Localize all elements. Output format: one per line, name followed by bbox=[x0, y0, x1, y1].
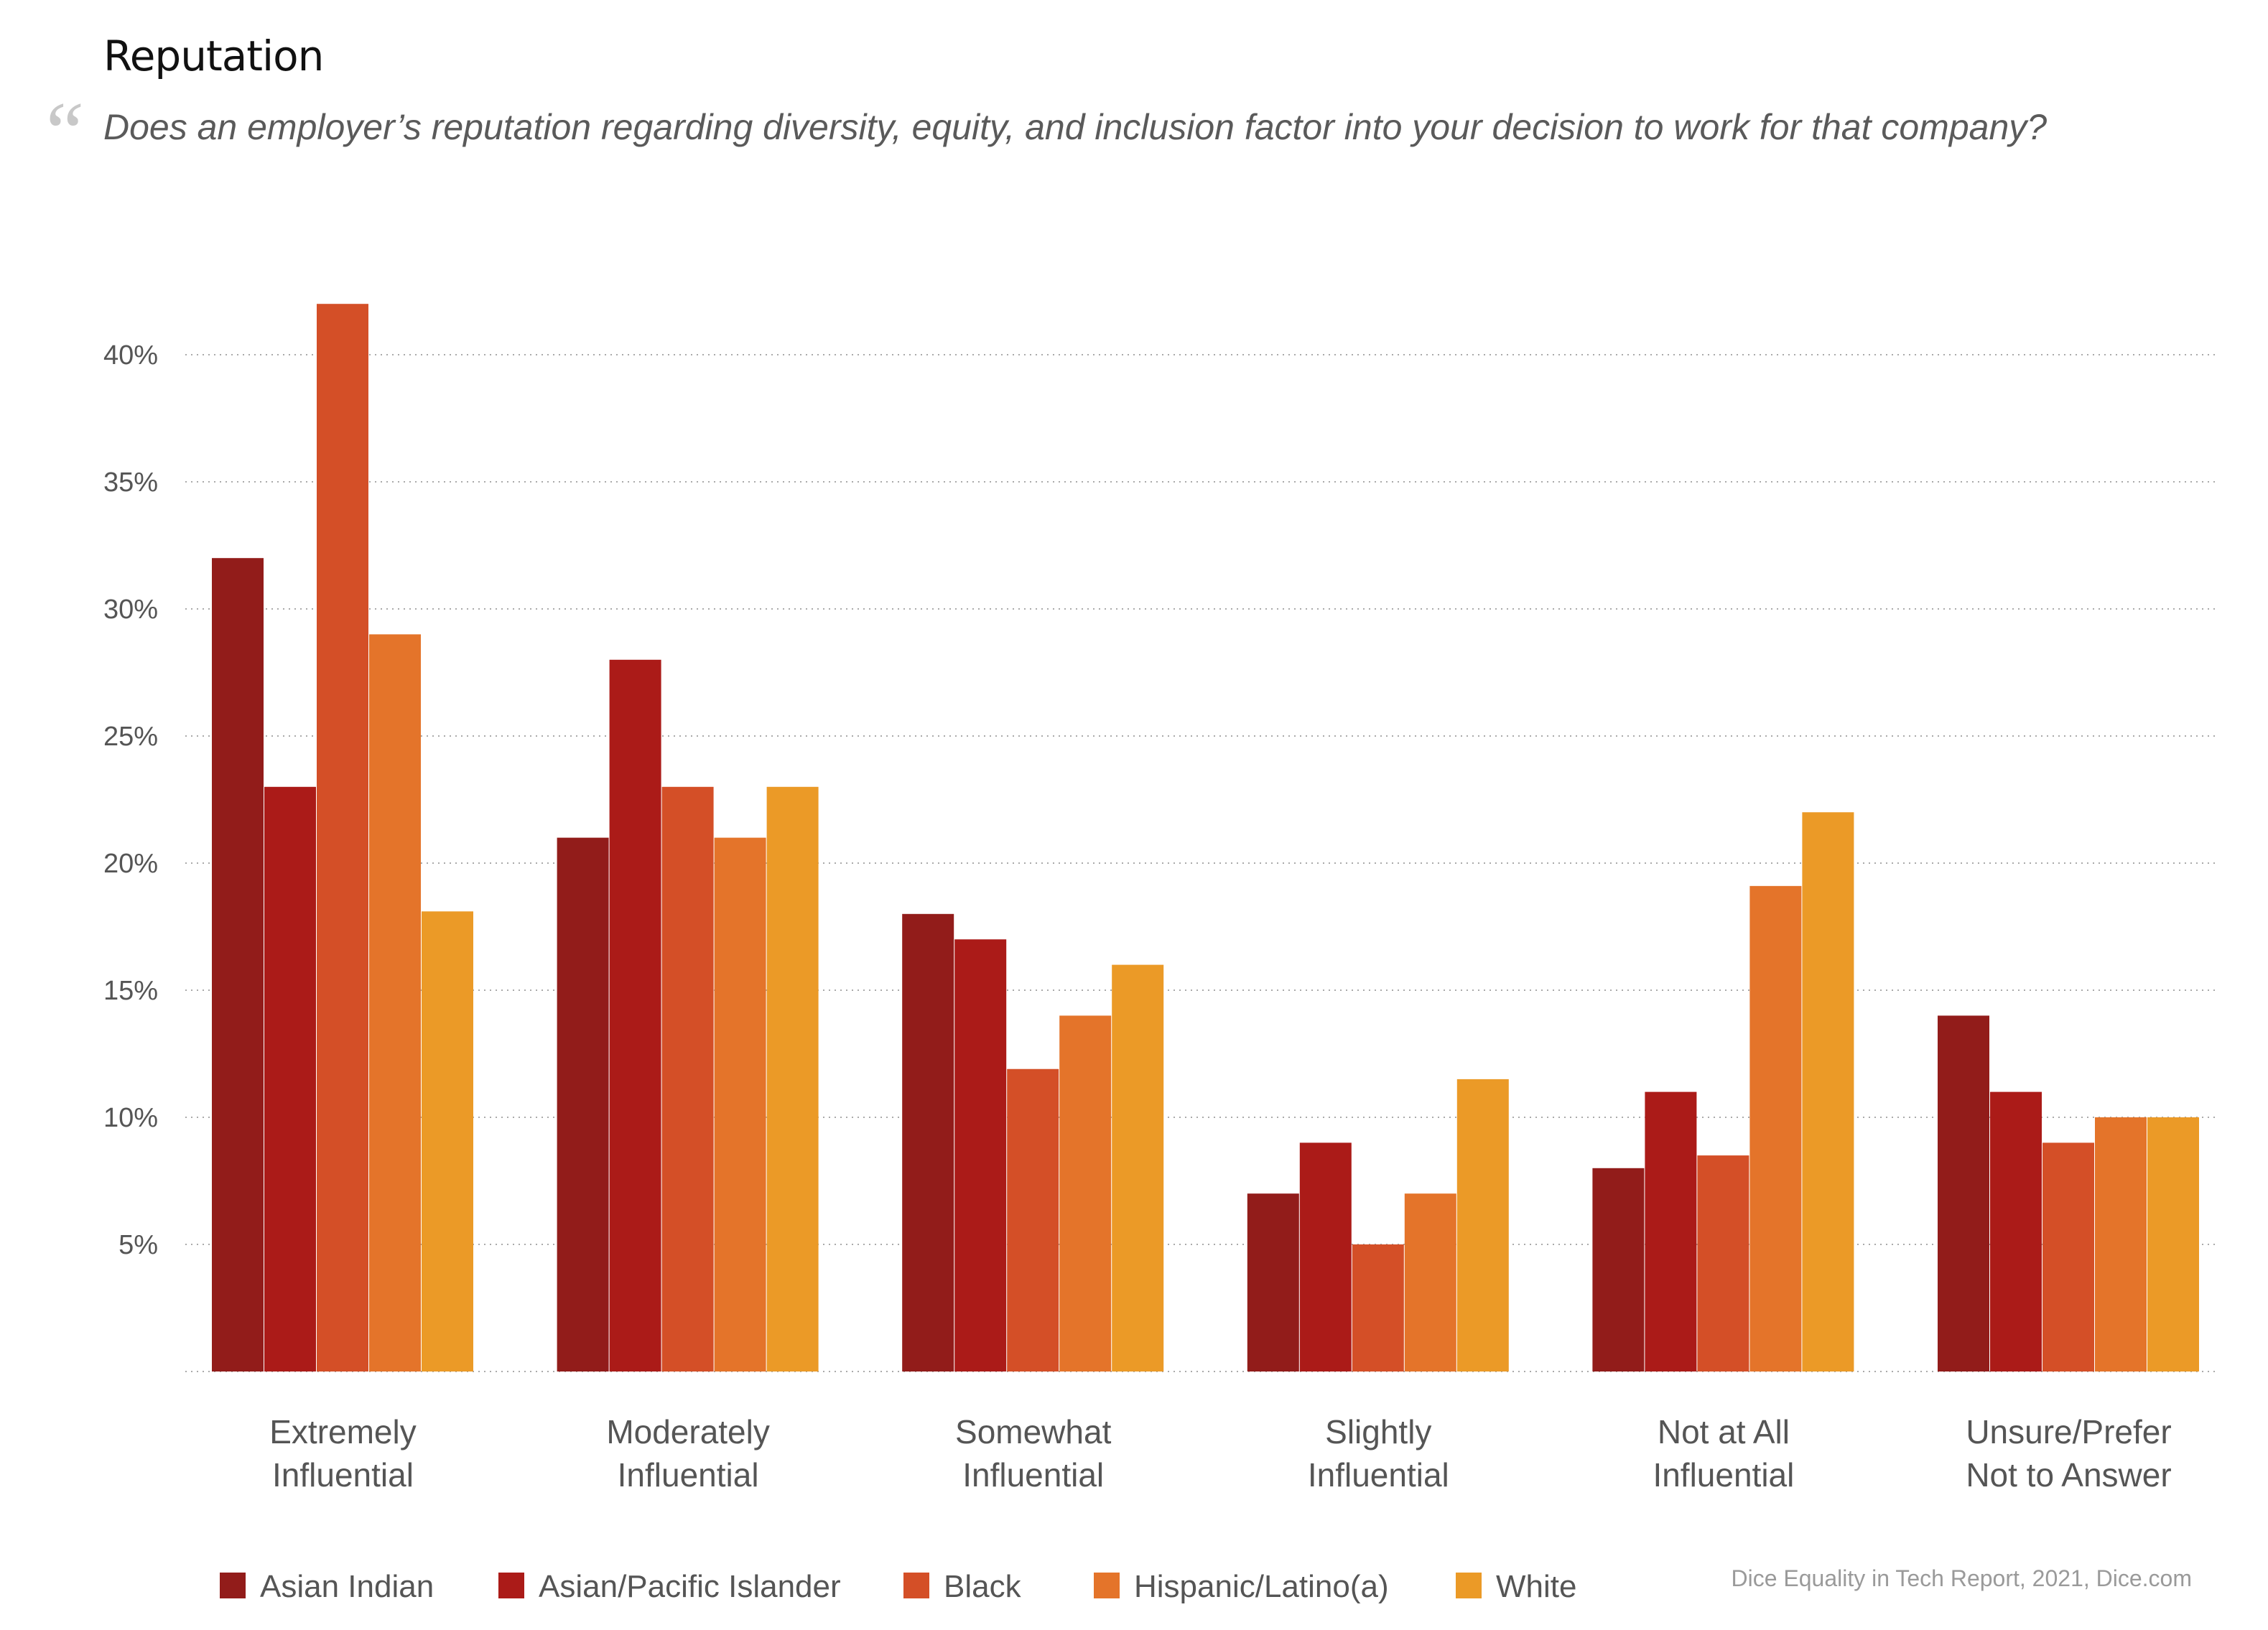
x-category-label: Influential bbox=[962, 1456, 1104, 1494]
legend-label: Asian/Pacific Islander bbox=[539, 1569, 841, 1604]
bar bbox=[902, 913, 954, 1371]
x-category-label: Influential bbox=[272, 1456, 414, 1494]
x-category-label: Moderately bbox=[606, 1413, 770, 1450]
legend-swatch bbox=[1456, 1573, 1482, 1598]
x-category-label: Influential bbox=[618, 1456, 759, 1494]
bar bbox=[1007, 1068, 1059, 1371]
bar bbox=[609, 659, 661, 1371]
legend-label: White bbox=[1496, 1569, 1576, 1604]
bar bbox=[1059, 1015, 1112, 1371]
bar bbox=[212, 558, 264, 1372]
y-axis: 5% 10% 15% 20% 25% 30% 35% 40% bbox=[103, 340, 158, 1260]
bar bbox=[1299, 1142, 1352, 1371]
legend-swatch bbox=[220, 1573, 246, 1598]
y-tick-label: 5% bbox=[118, 1230, 158, 1260]
bar bbox=[1247, 1193, 1299, 1371]
gridlines bbox=[185, 354, 2219, 1372]
bars bbox=[212, 304, 2199, 1372]
bar bbox=[557, 837, 609, 1371]
bar bbox=[1802, 812, 1854, 1371]
bar bbox=[317, 304, 368, 1372]
bar bbox=[369, 634, 421, 1371]
bar bbox=[2042, 1142, 2094, 1371]
bar bbox=[661, 786, 714, 1371]
bar bbox=[2147, 1117, 2199, 1371]
x-category-label: Not to Answer bbox=[1966, 1456, 2171, 1494]
bar bbox=[1938, 1015, 1989, 1371]
bar bbox=[1112, 964, 1164, 1371]
x-category-label: Influential bbox=[1308, 1456, 1449, 1494]
legend-swatch bbox=[903, 1573, 929, 1598]
x-category-label: Influential bbox=[1653, 1456, 1794, 1494]
bar bbox=[1749, 885, 1802, 1371]
bar bbox=[1404, 1193, 1456, 1371]
x-category-label: Not at All bbox=[1658, 1413, 1790, 1450]
chart-title: Reputation bbox=[103, 32, 324, 80]
x-category-label: Unsure/Prefer bbox=[1966, 1413, 2171, 1450]
y-tick-label: 40% bbox=[103, 340, 158, 371]
bar bbox=[264, 786, 316, 1371]
legend: Asian Indian Asian/Pacific Islander Black H… bbox=[220, 1569, 1576, 1604]
y-tick-label: 30% bbox=[103, 595, 158, 625]
bar bbox=[766, 786, 819, 1371]
y-tick-label: 25% bbox=[103, 722, 158, 752]
x-category-label: Extremely bbox=[269, 1413, 416, 1450]
legend-swatch bbox=[498, 1573, 524, 1598]
bar bbox=[1645, 1091, 1697, 1371]
legend-label: Hispanic/Latino(a) bbox=[1134, 1569, 1389, 1604]
bar bbox=[1990, 1091, 2042, 1371]
chart-question: Does an employer’s reputation regarding … bbox=[103, 107, 2048, 147]
source-note: Dice Equality in Tech Report, 2021, Dice… bbox=[1731, 1565, 2193, 1591]
bar bbox=[1456, 1079, 1509, 1371]
legend-label: Asian Indian bbox=[260, 1569, 434, 1604]
bar bbox=[1592, 1168, 1645, 1371]
bar bbox=[714, 837, 766, 1371]
y-tick-label: 35% bbox=[103, 467, 158, 498]
legend-label: Black bbox=[944, 1569, 1022, 1604]
x-category-label: Slightly bbox=[1325, 1413, 1431, 1450]
legend-swatch bbox=[1094, 1573, 1120, 1598]
quote-mark-icon: “ bbox=[37, 84, 85, 180]
y-tick-label: 20% bbox=[103, 849, 158, 879]
bar bbox=[1352, 1244, 1404, 1371]
bar bbox=[422, 911, 473, 1371]
y-tick-label: 10% bbox=[103, 1103, 158, 1133]
bar bbox=[2095, 1117, 2147, 1371]
bar bbox=[954, 939, 1007, 1371]
x-axis: Extremely Influential Moderately Influentia… bbox=[269, 1413, 2171, 1494]
x-category-label: Somewhat bbox=[955, 1413, 1112, 1450]
y-tick-label: 15% bbox=[103, 976, 158, 1006]
bar bbox=[1697, 1155, 1749, 1371]
